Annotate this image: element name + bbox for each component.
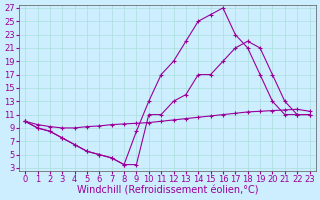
X-axis label: Windchill (Refroidissement éolien,°C): Windchill (Refroidissement éolien,°C) [76,186,258,196]
